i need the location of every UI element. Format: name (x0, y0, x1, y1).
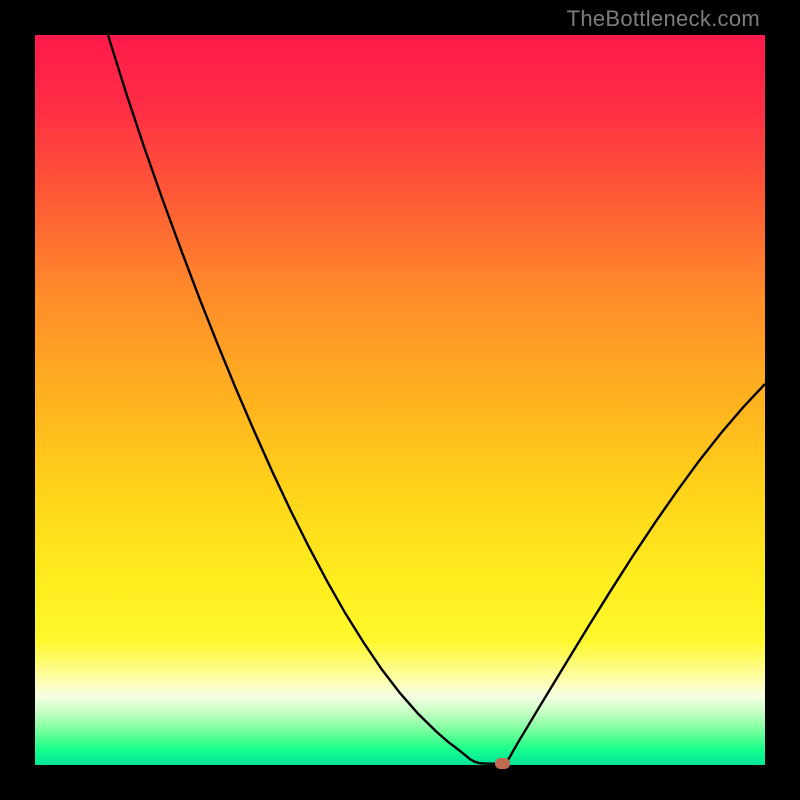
plot-area (35, 35, 765, 765)
minimum-marker (495, 758, 510, 769)
watermark-text: TheBottleneck.com (567, 6, 760, 32)
bottleneck-curve (35, 35, 765, 765)
chart-frame (0, 0, 800, 800)
